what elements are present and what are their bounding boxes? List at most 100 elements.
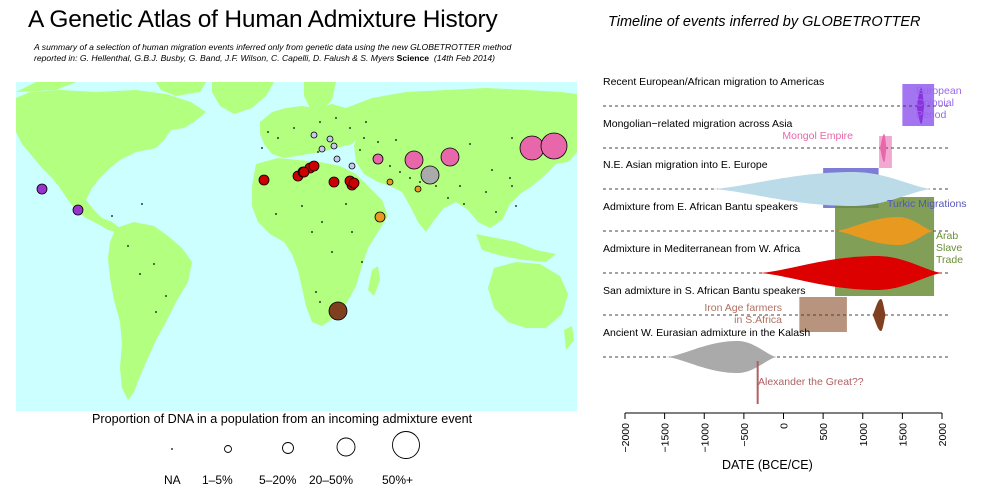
event-violin [758,256,943,290]
sample-dot [111,215,113,217]
sample-dot [275,213,277,215]
row-label: Ancient W. Eurasian admixture in the Kal… [603,327,810,339]
event-violin [710,172,932,206]
timeline-chart: Recent European/African migration to Ame… [590,60,990,495]
legend-label-20-50: 20–50% [309,473,354,487]
event-violin [916,88,925,124]
admixture-circle [318,145,326,153]
admixture-circle [333,155,341,163]
admixture-circle [414,185,422,193]
period-label: Arab [936,230,958,242]
sample-dot [293,127,295,129]
admixture-circle [326,135,334,143]
summary-authors: reported in: G. Hellenthal, G.B.J. Busby… [34,53,395,63]
period-label: Slave [936,242,962,254]
legend-circle-5-20 [282,442,294,454]
north-america [16,90,206,232]
event-violin [872,299,886,331]
sample-dot [399,171,401,173]
summary-journal: Science [396,53,430,63]
sample-dot [447,197,449,199]
sample-dots [111,117,517,313]
x-tick-label: 2000 [937,423,949,447]
admixture-circle [328,176,340,188]
sample-dot [331,251,333,253]
summary-line-2: reported in: G. Hellenthal, G.B.J. Busby… [34,53,511,64]
legend-circle-50-plus [392,431,420,459]
south-america [108,222,192,400]
admixture-circle [440,147,460,167]
sample-dot [155,311,157,313]
admixture-circle [372,153,384,165]
sample-dot [153,263,155,265]
map-landmasses [16,82,577,400]
sample-dot [165,295,167,297]
sample-dot [315,291,317,293]
period-label: Colonial [916,97,954,109]
sample-dot [361,261,363,263]
x-tick-label: 500 [818,423,830,441]
admixture-circle [540,132,568,160]
admixture-circles [36,131,568,321]
sample-dot [515,205,517,207]
period-label: Turkic Migrations [887,198,967,210]
world-map [16,82,577,411]
sample-dot [301,205,303,207]
sample-dot [511,137,513,139]
admixture-circle [72,204,84,216]
sample-dot [463,203,465,205]
sample-dot [317,151,319,153]
sample-dot [511,185,513,187]
admixture-circle [348,162,356,170]
sample-dot [321,221,323,223]
row-label: Admixture from E. African Bantu speakers [603,201,798,213]
x-tick-label: 1000 [858,423,870,447]
new-zealand [564,326,574,350]
period-label: in S.Africa [734,314,782,326]
sample-dot [491,169,493,171]
period-label: Alexander the Great?? [758,376,864,388]
sample-dot [311,231,313,233]
x-tick-label: 1500 [897,423,909,447]
period-band [799,297,847,332]
sample-dot [485,191,487,193]
x-tick-label: −1500 [660,423,672,453]
summary-date: (14th Feb 2014) [433,53,496,63]
admixture-circle [519,135,545,161]
x-tick-label: −1000 [699,423,711,453]
legend-label-50-plus: 50%+ [382,473,414,487]
legend-label-5-20: 5–20% [259,473,297,487]
sample-dot [351,231,353,233]
legend-circle-20-50 [336,437,356,457]
sample-dot [141,203,143,205]
timeline-xlabel: DATE (BCE/CE) [722,458,813,472]
legend-title: Proportion of DNA in a population from a… [92,412,473,426]
timeline-svg: Recent European/African migration to Ame… [603,76,967,453]
admixture-circle [308,160,320,172]
sample-dot [363,137,365,139]
world-map-svg [16,82,577,411]
sample-dot [395,139,397,141]
asia [346,88,577,232]
madagascar [368,266,380,296]
legend-circle-na [171,448,173,450]
sample-dot [509,177,511,179]
row-label: Mongolian−related migration across Asia [603,118,793,130]
admixture-circle [328,301,348,321]
admixture-circle [348,177,360,189]
australia [488,262,568,328]
page-title: A Genetic Atlas of Human Admixture Histo… [28,6,498,33]
legend-circles-svg [171,431,420,459]
arctic-islands [156,82,206,96]
admixture-circle [310,131,318,139]
alaska [16,82,76,92]
legend-label-1-5: 1–5% [202,473,233,487]
period-label: Trade [936,254,963,266]
sample-dot [139,273,141,275]
period-label: Period [916,109,947,121]
sample-dot [359,149,361,151]
sample-dot [335,117,337,119]
event-violin [666,341,777,373]
admixture-circle [330,142,338,150]
sample-dot [127,245,129,247]
